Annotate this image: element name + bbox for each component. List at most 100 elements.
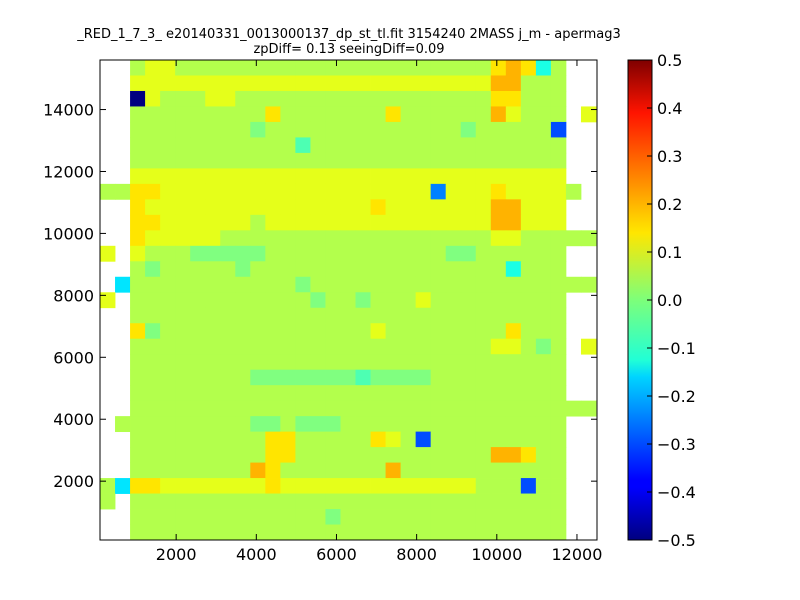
heatmap-cell xyxy=(145,152,161,169)
heatmap-cell xyxy=(490,230,507,247)
heatmap-cell xyxy=(235,524,251,541)
heatmap-cell xyxy=(385,261,401,278)
heatmap-cell xyxy=(190,323,206,340)
heatmap-cell xyxy=(460,261,477,278)
heatmap-cell xyxy=(295,168,311,185)
heatmap-cell xyxy=(175,385,191,402)
heatmap-cell xyxy=(415,416,432,433)
heatmap-cell xyxy=(250,276,266,293)
heatmap-cell xyxy=(550,60,567,76)
heatmap-cell xyxy=(460,230,477,247)
heatmap-cell xyxy=(535,416,552,433)
heatmap-cell xyxy=(535,493,552,510)
heatmap-cell xyxy=(295,524,311,541)
heatmap-cell xyxy=(205,416,221,433)
heatmap-cell xyxy=(220,121,236,138)
heatmap-cell xyxy=(490,245,507,262)
heatmap-cell xyxy=(160,509,176,525)
heatmap-cells xyxy=(100,60,597,541)
heatmap-cell xyxy=(490,75,507,92)
heatmap-cell xyxy=(145,493,161,510)
heatmap-cell xyxy=(325,354,341,371)
heatmap-cell xyxy=(340,478,356,494)
heatmap-cell xyxy=(205,152,221,169)
heatmap-cell xyxy=(190,261,206,278)
heatmap-cell xyxy=(505,214,522,231)
heatmap-cell xyxy=(505,447,522,463)
heatmap-cell xyxy=(340,276,356,293)
heatmap-cell xyxy=(445,385,462,402)
heatmap-cell xyxy=(550,307,567,324)
heatmap-cell xyxy=(490,400,507,417)
heatmap-cell xyxy=(145,509,161,525)
heatmap-cell xyxy=(385,447,401,463)
heatmap-cell xyxy=(520,509,537,525)
heatmap-cell xyxy=(430,323,447,340)
heatmap-cell xyxy=(415,90,432,107)
heatmap-cell xyxy=(295,90,311,107)
heatmap-cell xyxy=(535,369,552,386)
heatmap-cell xyxy=(445,478,462,494)
heatmap-cell xyxy=(520,261,537,278)
heatmap-cell xyxy=(460,524,477,541)
heatmap-cell xyxy=(280,354,296,371)
heatmap-cell xyxy=(325,416,341,433)
heatmap-cell xyxy=(460,214,477,231)
heatmap-cell xyxy=(475,245,492,262)
heatmap-cell xyxy=(130,90,146,107)
heatmap-cell xyxy=(205,354,221,371)
heatmap-cell xyxy=(190,152,206,169)
heatmap-cell xyxy=(460,493,477,510)
heatmap-cell xyxy=(340,106,356,123)
heatmap-cell xyxy=(370,307,386,324)
heatmap-cell xyxy=(280,307,296,324)
heatmap-cell xyxy=(175,307,191,324)
heatmap-cell xyxy=(340,183,356,200)
heatmap-cell xyxy=(400,431,417,448)
heatmap-cell xyxy=(130,524,146,541)
heatmap-cell xyxy=(385,493,401,510)
heatmap-cell xyxy=(160,121,176,138)
heatmap-cell xyxy=(130,60,146,76)
heatmap-cell xyxy=(265,137,281,154)
heatmap-cell xyxy=(505,462,522,479)
heatmap-cell xyxy=(505,168,522,185)
heatmap-cell xyxy=(265,261,281,278)
heatmap-cell xyxy=(160,214,176,231)
heatmap-cell xyxy=(295,385,311,402)
heatmap-cell xyxy=(505,292,522,309)
heatmap-cell xyxy=(550,168,567,185)
heatmap-cell xyxy=(145,400,161,417)
heatmap-cell xyxy=(400,416,417,433)
heatmap-cell xyxy=(535,431,552,448)
heatmap-cell xyxy=(535,168,552,185)
heatmap-cell xyxy=(295,431,311,448)
heatmap-cell xyxy=(490,509,507,525)
heatmap-cell xyxy=(370,199,386,216)
heatmap-cell xyxy=(265,354,281,371)
heatmap-cell xyxy=(250,168,266,185)
heatmap-cell xyxy=(205,307,221,324)
heatmap-cell xyxy=(490,276,507,293)
heatmap-cell xyxy=(310,245,326,262)
heatmap-cell xyxy=(580,230,597,247)
heatmap-cell xyxy=(505,307,522,324)
heatmap-cell xyxy=(400,462,417,479)
heatmap-cell xyxy=(370,447,386,463)
heatmap-cell xyxy=(145,369,161,386)
heatmap-cell xyxy=(295,152,311,169)
heatmap-cell xyxy=(325,338,341,355)
heatmap-cell xyxy=(280,276,296,293)
heatmap-cell xyxy=(250,524,266,541)
heatmap-cell xyxy=(490,416,507,433)
heatmap-cell xyxy=(145,276,161,293)
heatmap-cell xyxy=(535,323,552,340)
heatmap-cell xyxy=(580,400,597,417)
heatmap-cell xyxy=(145,385,161,402)
heatmap-cell xyxy=(385,400,401,417)
heatmap-cell xyxy=(145,524,161,541)
heatmap-cell xyxy=(385,106,401,123)
heatmap-cell xyxy=(430,75,447,92)
heatmap-cell xyxy=(220,400,236,417)
heatmap-cell xyxy=(460,137,477,154)
